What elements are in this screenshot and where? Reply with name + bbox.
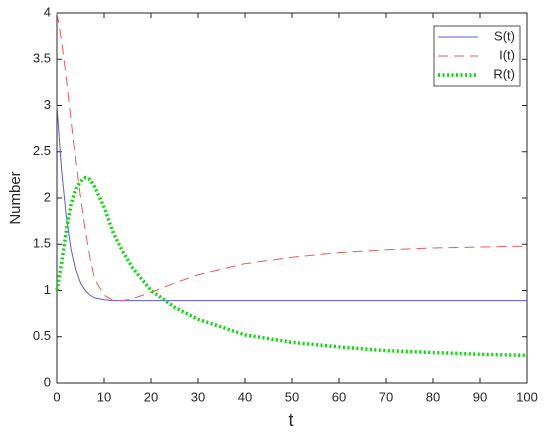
x-axis-label: t — [288, 410, 293, 430]
x-tick-label: 0 — [53, 389, 60, 404]
x-tick-label: 80 — [426, 389, 440, 404]
y-tick-label: 2.5 — [33, 143, 51, 158]
y-tick-label: 0.5 — [33, 328, 51, 343]
y-tick-label: 0 — [44, 374, 51, 389]
x-tick-label: 30 — [191, 389, 205, 404]
series-line — [56, 12, 528, 302]
legend-label: S(t) — [494, 28, 515, 43]
x-tick-label: 70 — [379, 389, 393, 404]
x-tick-label: 20 — [144, 389, 158, 404]
y-tick-label: 1.5 — [33, 236, 51, 251]
x-tick-label: 40 — [238, 389, 252, 404]
x-tick-label: 90 — [473, 389, 487, 404]
x-tick-label: 100 — [516, 389, 538, 404]
y-tick-label: 4 — [44, 4, 51, 19]
x-tick-label: 60 — [332, 389, 346, 404]
x-tick-label: 10 — [97, 389, 111, 404]
legend-label: R(t) — [493, 66, 515, 81]
y-tick-label: 3 — [44, 97, 51, 112]
legend-label: I(t) — [499, 47, 515, 62]
y-tick-label: 2 — [44, 189, 51, 204]
series-line — [55, 175, 528, 357]
x-tick-label: 50 — [285, 389, 299, 404]
y-tick-label: 1 — [44, 282, 51, 297]
y-tick-label: 3.5 — [33, 51, 51, 66]
y-axis-label: Number — [7, 171, 24, 224]
